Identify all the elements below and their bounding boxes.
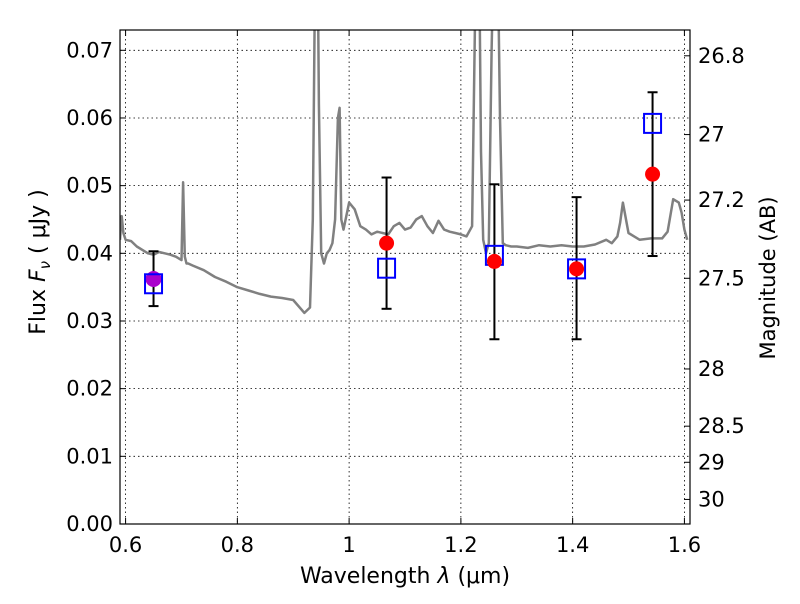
y-tick-label: 0.06 [66,106,113,130]
x-tick-label: 1 [342,533,355,557]
magnitude-tick-label: 28.5 [698,414,745,438]
y-axis-label-sub: ν [36,261,54,269]
magnitude-axis-ticks: 26.8 27 27.2 27.5 28 28.5 29 30 [684,44,745,511]
model-spectrum-line [120,30,689,315]
error-bars [148,91,658,341]
y-axis-label-unit: ( μJy ) [26,189,51,261]
magnitude-tick-label: 28 [698,357,725,381]
y-tick-label: 0.04 [66,241,113,265]
magnitude-tick-label: 29 [698,450,725,474]
magnitude-tick-label: 27.2 [698,188,745,212]
model-point [569,261,585,277]
model-point [486,253,502,269]
x-axis-label-unit: (μm) [450,564,510,589]
magnitude-tick-label: 27 [698,123,725,147]
y-axis-ticks: 0.00 0.01 0.02 0.03 0.04 0.05 0.06 0.07 [66,38,126,536]
y-axis-label-prefix: Flux [26,282,51,335]
x-tick-label: 0.8 [221,533,254,557]
observed-square [144,273,164,295]
y-axis-label: Flux Fν ( μJy ) [26,189,54,334]
x-tick-label: 1.4 [556,533,589,557]
grid [120,30,690,524]
x-tick-label: 0.6 [109,533,142,557]
magnitude-tick-label: 26.8 [698,44,745,68]
model-points [379,166,661,277]
y-tick-label: 0.07 [66,38,113,62]
y-tick-label: 0.02 [66,377,113,401]
y-tick-label: 0.03 [66,309,113,333]
y-tick-label: 0.01 [66,444,113,468]
magnitude-tick-label: 27.5 [698,266,745,290]
x-tick-label: 1.2 [444,533,477,557]
y-tick-label: 0.00 [66,512,113,536]
x-axis-label-prefix: Wavelength [300,564,438,589]
model-point [379,235,395,251]
x-axis-label-var: λ [436,564,450,589]
observed-squares [144,112,663,295]
plot-frame [119,29,691,525]
magnitude-axis-label: Magnitude (AB) [756,196,780,359]
y-tick-label: 0.05 [66,174,113,198]
magnitude-tick-label: 30 [698,487,725,511]
x-tick-label: 1.6 [668,533,701,557]
observed-square [377,257,397,279]
y-axis-label-var: F [26,269,51,282]
observed-square [643,112,663,134]
observed-square [567,258,587,280]
model-point [645,166,661,182]
x-axis-ticks: 0.6 0.8 1 1.2 1.4 1.6 [109,30,701,557]
x-axis-label: Wavelength λ (μm) [300,564,510,589]
model-spectrum [120,30,689,315]
